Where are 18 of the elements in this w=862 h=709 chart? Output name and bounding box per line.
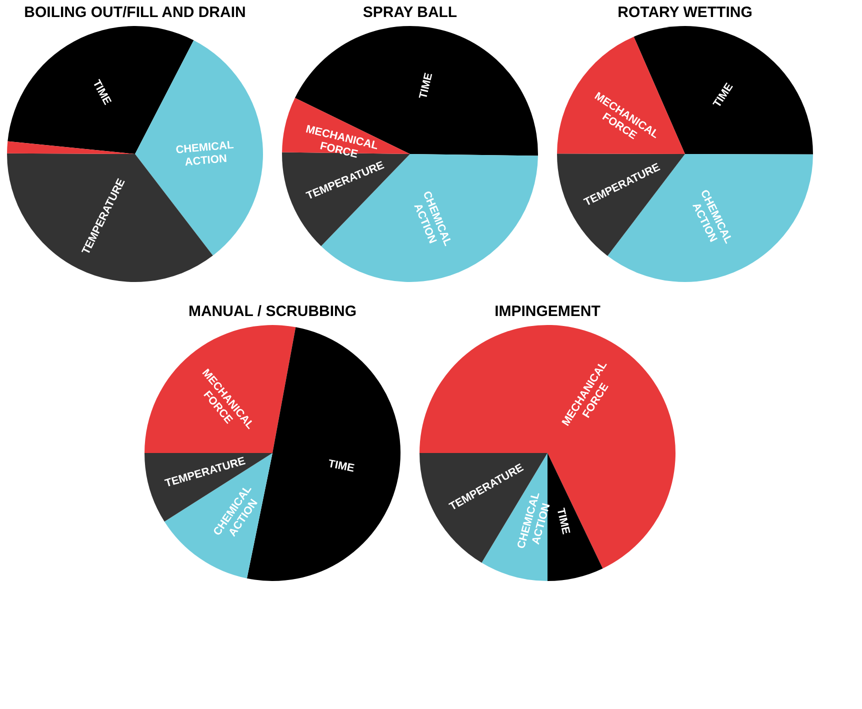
slice-label: CHEMICAL ACTION: [175, 139, 234, 169]
chart-title: ROTARY WETTING: [618, 4, 752, 21]
pie-slice: [7, 141, 135, 154]
slice-label: TIME: [90, 78, 114, 107]
chart-title: BOILING OUT/FILL AND DRAIN: [24, 4, 246, 21]
slice-label: TIME: [327, 458, 356, 475]
chart-title: IMPINGEMENT: [494, 303, 600, 320]
chart-title: SPRAY BALL: [362, 4, 458, 21]
pie-slice: [420, 325, 676, 568]
pie-slice: [557, 36, 685, 154]
pie-slice: [144, 325, 296, 453]
slice-label: TIME: [417, 72, 436, 100]
pie-slice: [557, 154, 685, 256]
slice-label: TIME: [554, 507, 572, 536]
chart-title: MANUAL / SCRUBBING: [188, 303, 357, 320]
pie-slice: [294, 26, 538, 156]
pie-slice: [135, 40, 263, 256]
pie-slice: [164, 453, 272, 578]
